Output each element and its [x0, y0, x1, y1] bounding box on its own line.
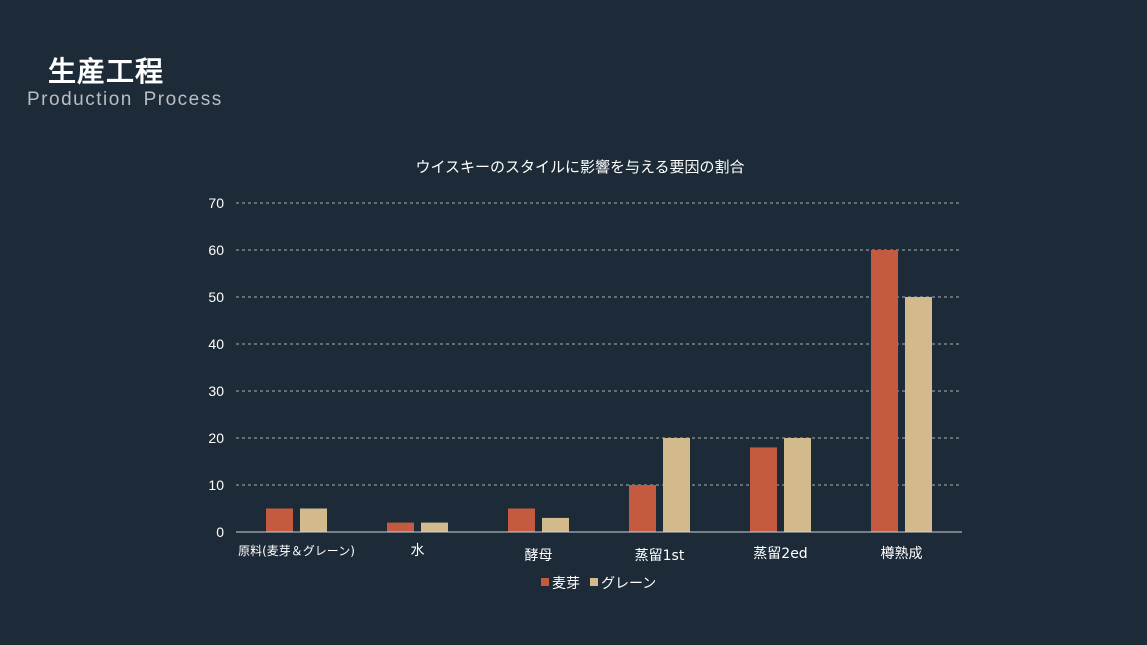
y-axis-ticks: 0 10 20 30 40 50 60 70 [208, 195, 224, 540]
chart-title: ウイスキーのスタイルに影響を与える要因の割合 [415, 158, 744, 176]
legend-swatch [590, 578, 598, 586]
legend-label: 麦芽 [552, 576, 580, 592]
y-tick-label: 10 [208, 477, 224, 493]
bar-grain [905, 297, 932, 532]
slide-subtitle: Production Process [27, 89, 223, 110]
bar-grain [542, 517, 569, 532]
x-tick-label: 蒸留2ed [753, 546, 807, 562]
bar-grain [784, 438, 811, 532]
bar-malt [387, 522, 414, 532]
bar-malt [871, 250, 898, 532]
y-tick-label: 50 [208, 289, 224, 305]
legend-swatch [541, 578, 549, 586]
x-tick-label: 蒸留1st [635, 548, 685, 564]
legend: 麦芽 グレーン [541, 576, 656, 592]
bars [266, 250, 932, 532]
bar-malt [266, 508, 293, 532]
x-axis-labels: 原料(麦芽＆グレーン) 水 酵母 蒸留1st 蒸留2ed 樽熟成 [238, 543, 922, 564]
bar-grain [300, 508, 327, 532]
y-tick-label: 40 [208, 336, 224, 352]
slide-title: 生産工程 [48, 55, 165, 88]
bar-malt [629, 485, 656, 532]
y-tick-label: 60 [208, 242, 224, 258]
x-tick-label: 樽熟成 [881, 545, 923, 562]
gridlines [236, 202, 962, 486]
bar-grain [421, 522, 448, 532]
x-tick-label: 原料(麦芽＆グレーン) [238, 544, 355, 558]
y-tick-label: 30 [208, 383, 224, 399]
x-tick-label: 水 [411, 543, 425, 559]
bar-malt [750, 447, 777, 532]
y-tick-label: 70 [208, 195, 224, 211]
bar-grain [663, 438, 690, 532]
legend-label: グレーン [601, 576, 656, 592]
bar-malt [508, 508, 535, 532]
y-tick-label: 20 [208, 430, 224, 446]
y-tick-label: 0 [216, 524, 224, 540]
x-tick-label: 酵母 [525, 548, 553, 564]
